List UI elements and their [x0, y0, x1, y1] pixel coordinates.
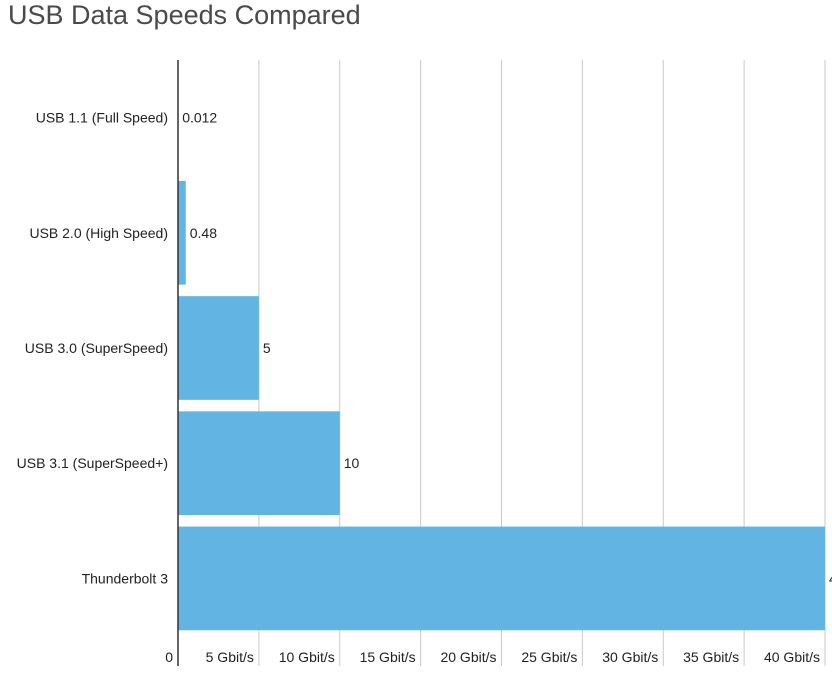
- bar-3: [178, 411, 340, 516]
- category-label-1: USB 2.0 (High Speed): [29, 225, 168, 241]
- x-tick-label-0: 0: [165, 649, 173, 665]
- category-label-0: USB 1.1 (Full Speed): [36, 110, 168, 126]
- x-tick-label-3: 15 Gbit/s: [360, 649, 416, 665]
- x-tick-label-1: 5 Gbit/s: [206, 649, 254, 665]
- category-label-2: USB 3.0 (SuperSpeed): [25, 340, 168, 356]
- data-label-0: 0.012: [182, 110, 217, 126]
- bar-2: [178, 296, 259, 400]
- data-label-1: 0.48: [190, 225, 217, 241]
- bar-4: [178, 526, 825, 631]
- x-tick-label-2: 10 Gbit/s: [279, 649, 335, 665]
- x-tick-label-8: 40 Gbit/s: [764, 649, 820, 665]
- x-tick-label-5: 25 Gbit/s: [521, 649, 577, 665]
- bar-1: [178, 180, 186, 285]
- data-label-2: 5: [263, 340, 271, 356]
- category-label-4: Thunderbolt 3: [82, 570, 169, 586]
- x-tick-label-6: 30 Gbit/s: [602, 649, 658, 665]
- x-tick-label-7: 35 Gbit/s: [683, 649, 739, 665]
- chart-title: USB Data Speeds Compared: [8, 0, 361, 30]
- data-label-3: 10: [344, 455, 360, 471]
- category-label-3: USB 3.1 (SuperSpeed+): [17, 455, 168, 471]
- data-label-4: 40: [829, 570, 832, 586]
- x-tick-label-4: 20 Gbit/s: [440, 649, 496, 665]
